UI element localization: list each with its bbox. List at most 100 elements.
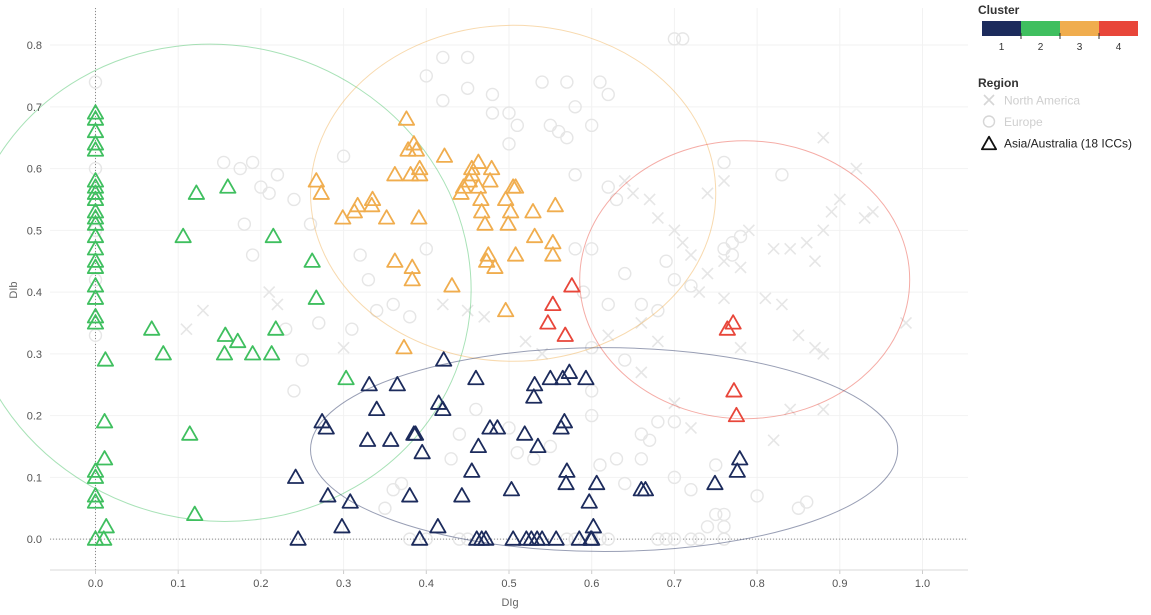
europe-point: [667, 470, 682, 485]
north-america-point: [519, 335, 532, 348]
north-america-point: [668, 224, 681, 237]
europe-point: [568, 168, 582, 182]
cluster-3-point: [497, 190, 515, 207]
europe-point: [717, 242, 731, 256]
cluster-4-label: 4: [1116, 42, 1122, 53]
cluster-1-point: [406, 425, 425, 441]
europe-point: [386, 483, 400, 497]
cluster-1-point: [558, 462, 576, 478]
cluster-1-point: [358, 431, 377, 447]
cluster-2-point: [95, 413, 114, 429]
cluster-2-point: [229, 332, 247, 349]
y-tick-label: 0.6: [27, 164, 42, 176]
europe-point: [510, 445, 524, 460]
europe-point: [642, 433, 657, 448]
cluster-1-point: [467, 369, 485, 386]
cluster-3-point: [507, 246, 525, 262]
north-america-point: [180, 323, 193, 336]
cluster-4-point: [563, 277, 581, 293]
europe-point: [651, 415, 665, 429]
cluster-1-point: [411, 530, 429, 546]
north-america-point: [734, 341, 747, 354]
europe-point: [287, 192, 301, 207]
cluster-2-point: [86, 493, 105, 509]
cluster-3-point: [386, 252, 404, 268]
north-america-point: [651, 335, 664, 348]
north-america-point: [833, 193, 846, 206]
region-legend-label: Asia/Australia (18 ICCs): [1004, 137, 1132, 151]
cluster-2-point: [244, 345, 262, 361]
europe-point: [800, 495, 814, 509]
cluster-3-point: [481, 172, 499, 188]
region-legend-items: North America Europe Asia/Australia (18 IC…: [980, 94, 1132, 151]
europe-point: [336, 149, 351, 163]
cluster-1-point: [317, 419, 335, 435]
europe-point: [601, 532, 615, 546]
north-america-point: [767, 242, 780, 255]
north-america-point: [701, 187, 714, 200]
legend: Cluster 1 2 3 4 Region North America Europe A…: [978, 3, 1138, 151]
north-america-point: [461, 304, 474, 317]
europe-point: [651, 303, 665, 318]
cluster-3-point: [307, 172, 325, 188]
europe-point: [601, 180, 615, 194]
europe-point: [667, 273, 682, 287]
europe-point: [262, 186, 276, 200]
cluster-1-point: [557, 474, 575, 491]
cluster-1-point: [560, 363, 578, 379]
cluster-3-point: [499, 215, 517, 231]
north-america-point: [676, 236, 689, 249]
europe-point: [535, 75, 549, 89]
x-axis-title: DIg: [501, 597, 518, 609]
north-america-point: [536, 347, 549, 360]
faded-region-points: [88, 32, 913, 546]
europe-point: [216, 155, 231, 170]
cluster-2-point: [86, 314, 105, 330]
cluster-3-point: [502, 203, 520, 219]
europe-point: [618, 266, 632, 281]
cluster-1-point: [401, 487, 419, 503]
north-america-point: [643, 193, 656, 206]
cluster-1-point: [360, 376, 378, 392]
cluster-2-point: [186, 505, 204, 521]
cluster-2-point: [96, 351, 115, 367]
cluster-3-point: [386, 166, 404, 182]
europe-point: [659, 254, 673, 268]
cluster-2-point: [86, 487, 105, 503]
cluster-1-point: [289, 530, 307, 546]
europe-point: [469, 402, 483, 417]
europe-point: [675, 32, 690, 46]
cluster-3-point: [524, 203, 542, 219]
north-america-point: [825, 205, 838, 218]
cluster-2-point: [86, 468, 105, 484]
cluster-3-point: [544, 246, 562, 262]
north-america-point: [817, 131, 830, 144]
europe-point: [237, 217, 252, 231]
europe-point: [510, 118, 524, 133]
europe-point: [684, 279, 698, 293]
europe-point: [245, 155, 260, 170]
europe-point: [287, 384, 301, 398]
cluster-3-point: [479, 246, 497, 262]
cluster-2-point: [187, 184, 205, 200]
x-tick-label: 0.9: [832, 578, 847, 590]
cluster-2-point: [86, 462, 105, 478]
europe-point: [791, 501, 806, 515]
north-america-point: [858, 211, 871, 225]
europe-point: [651, 532, 665, 546]
europe-point: [436, 93, 450, 108]
europe-point: [568, 242, 582, 256]
north-america-point: [337, 341, 350, 354]
cluster-1-point: [577, 369, 595, 386]
europe-point: [436, 50, 450, 65]
cluster-2-swatch: [1021, 21, 1060, 36]
cluster-3-point: [410, 209, 428, 225]
cluster-1-label: 1: [999, 42, 1005, 53]
x-tick-label: 1.0: [915, 578, 930, 590]
north-america-point: [800, 236, 813, 249]
cluster-3-ellipse: [310, 24, 717, 362]
cluster-2-point: [181, 425, 199, 441]
europe-point: [775, 168, 789, 182]
y-tick-label: 0.1: [27, 472, 42, 484]
europe-point: [502, 421, 516, 435]
